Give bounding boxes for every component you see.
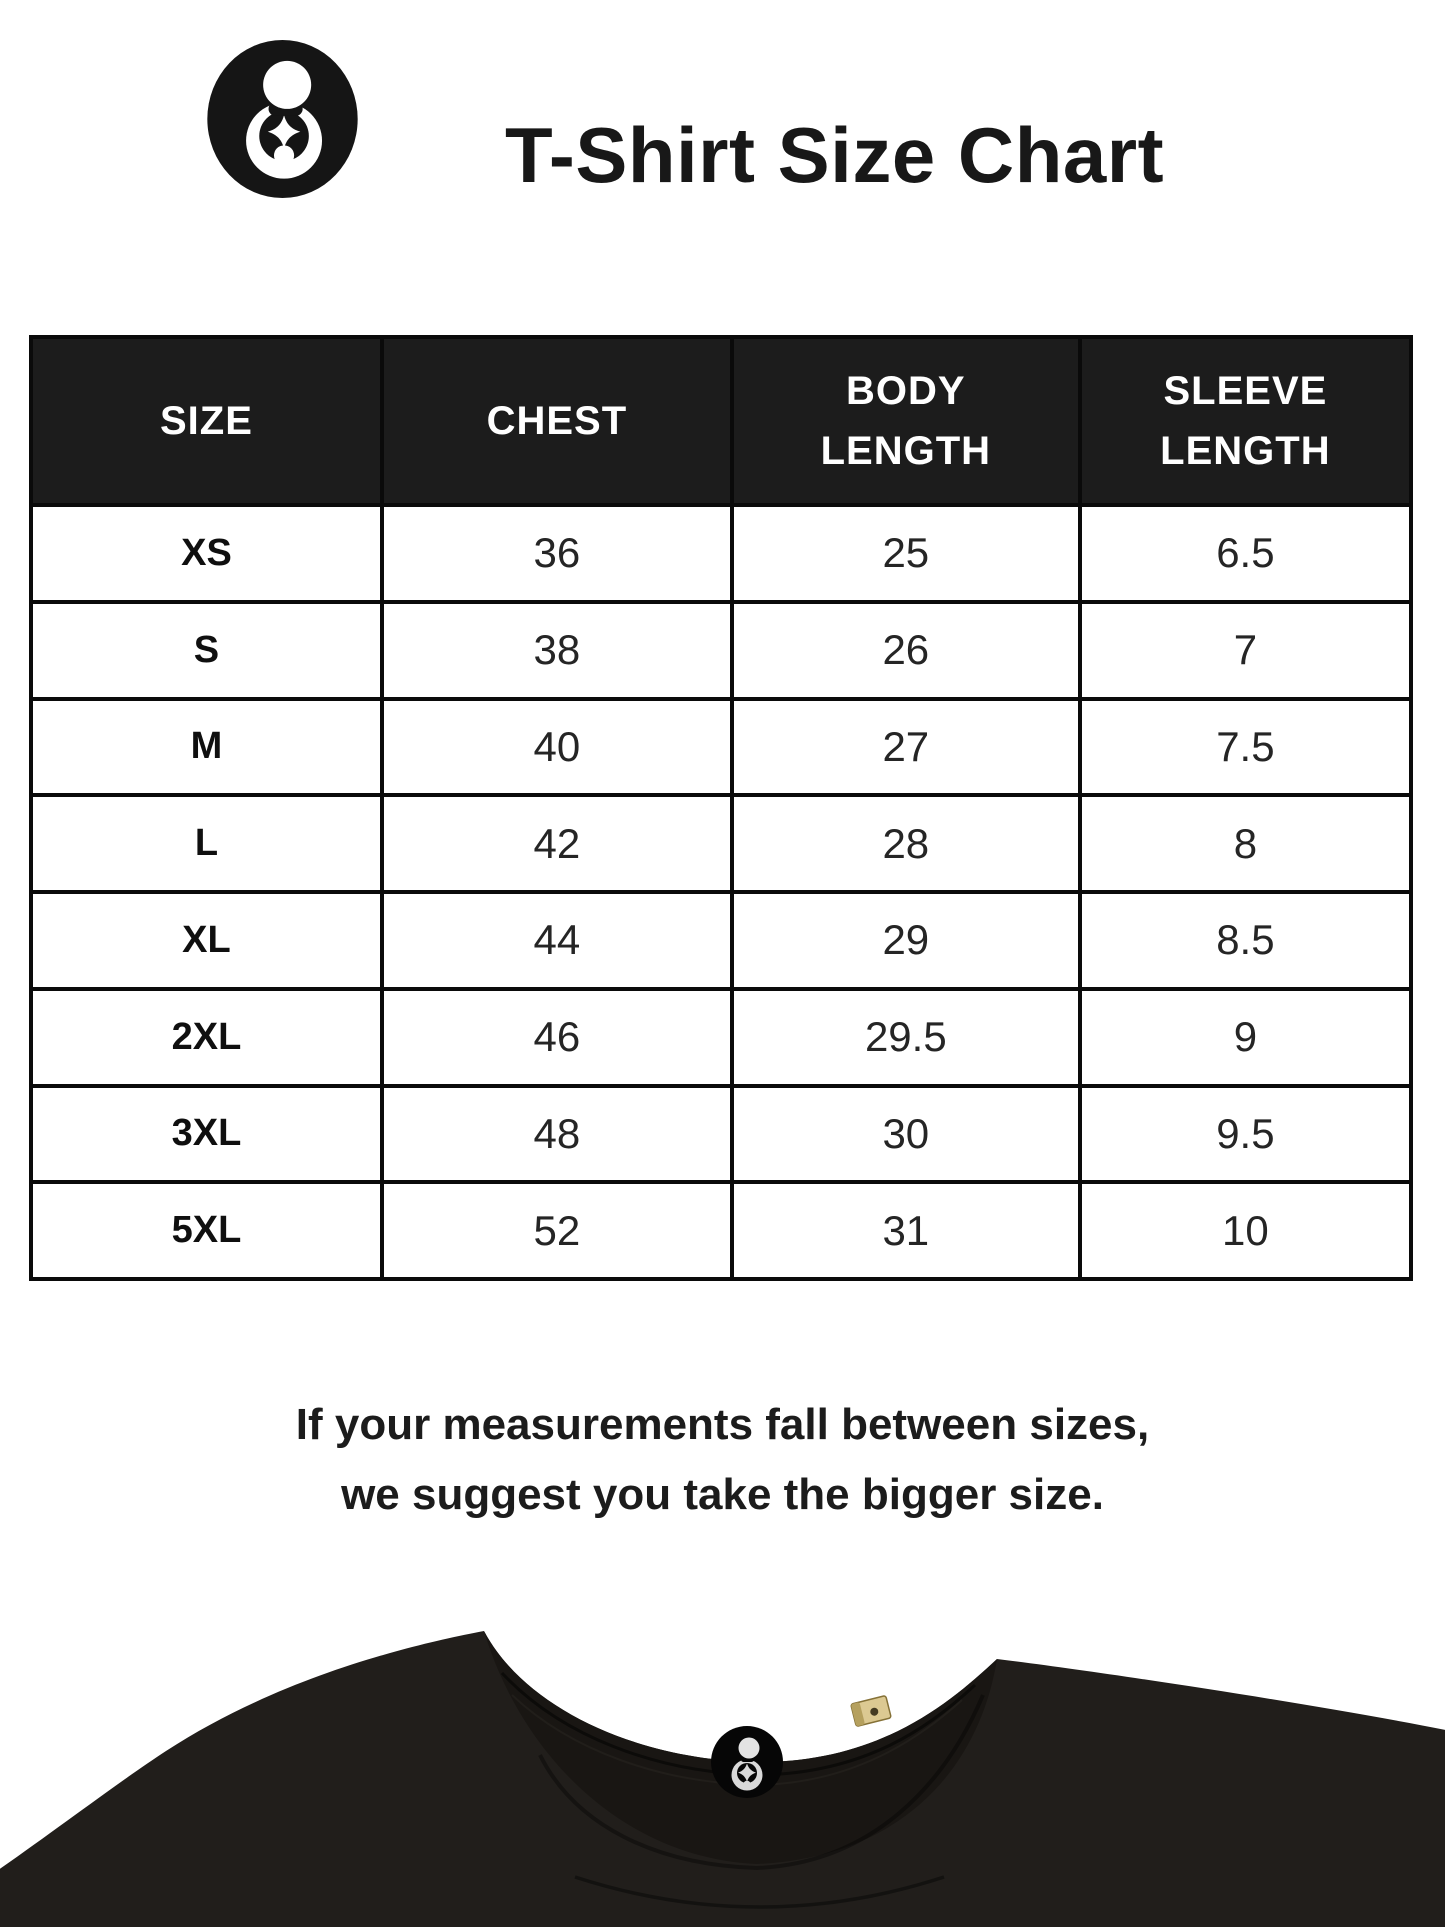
column-header-sleeve-length: SLEEVE LENGTH <box>1081 339 1409 503</box>
body-length-value-cell: 27 <box>733 700 1078 794</box>
chest-value-cell: 46 <box>383 990 730 1084</box>
body-length-value-cell: 26 <box>733 603 1078 697</box>
chest-value-cell: 44 <box>383 894 730 987</box>
front-collar-seam <box>574 1875 945 1909</box>
brand-header: T-Shirt Size Chart <box>0 36 1445 206</box>
body-length-value-cell: 31 <box>733 1184 1078 1277</box>
mother-and-child-logo-icon <box>207 39 358 199</box>
size-label-cell: S <box>33 603 380 697</box>
body-length-value-cell: 28 <box>733 797 1078 890</box>
chest-value-cell: 36 <box>383 507 730 600</box>
column-header-size: SIZE <box>33 339 380 503</box>
sleeve-length-value-cell: 7.5 <box>1081 700 1409 794</box>
fit-note: If your measurements fall between sizes,… <box>0 1390 1445 1531</box>
sleeve-length-value-cell: 7 <box>1081 603 1409 697</box>
size-chart-table: SIZE CHEST BODY LENGTH SLEEVE LENGTH XS … <box>29 335 1413 1281</box>
fit-note-line-2: we suggest you take the bigger size. <box>341 1470 1104 1520</box>
sleeve-length-value-cell: 8.5 <box>1081 894 1409 987</box>
neck-opening-shadow <box>538 1694 985 1871</box>
fit-note-line-1: If your measurements fall between sizes, <box>295 1400 1150 1449</box>
chest-value-cell: 38 <box>383 603 730 697</box>
chest-value-cell: 52 <box>383 1184 730 1277</box>
size-label-cell: M <box>33 700 380 794</box>
sleeve-length-value-cell: 10 <box>1081 1184 1409 1277</box>
sleeve-length-value-cell: 9.5 <box>1081 1087 1409 1181</box>
chest-value-cell: 40 <box>383 700 730 794</box>
column-header-chest: CHEST <box>383 339 730 503</box>
sleeve-length-value-cell: 9 <box>1081 990 1409 1084</box>
sleeve-length-value-cell: 8 <box>1081 797 1409 890</box>
tshirt-collar-image <box>0 1631 1445 1927</box>
size-label-cell: 5XL <box>33 1184 380 1277</box>
size-label-cell: 2XL <box>33 990 380 1084</box>
body-length-value-cell: 30 <box>733 1087 1078 1181</box>
tshirt-collar-photo <box>0 1555 1445 1927</box>
page-title: T-Shirt Size Chart <box>505 111 1165 199</box>
gold-collar-tag-icon <box>850 1695 892 1727</box>
body-length-value-cell: 29 <box>733 894 1078 987</box>
neck-label-logo-icon <box>711 1726 783 1798</box>
size-label-cell: 3XL <box>33 1087 380 1181</box>
chest-value-cell: 48 <box>383 1087 730 1181</box>
chest-value-cell: 42 <box>383 797 730 890</box>
sleeve-length-value-cell: 6.5 <box>1081 507 1409 600</box>
size-label-cell: XS <box>33 507 380 600</box>
body-length-value-cell: 25 <box>733 507 1078 600</box>
size-label-cell: L <box>33 797 380 890</box>
body-length-value-cell: 29.5 <box>733 990 1078 1084</box>
neck-opening-shape <box>484 1631 997 1864</box>
column-header-body-length: BODY LENGTH <box>733 339 1078 503</box>
size-label-cell: XL <box>33 894 380 987</box>
